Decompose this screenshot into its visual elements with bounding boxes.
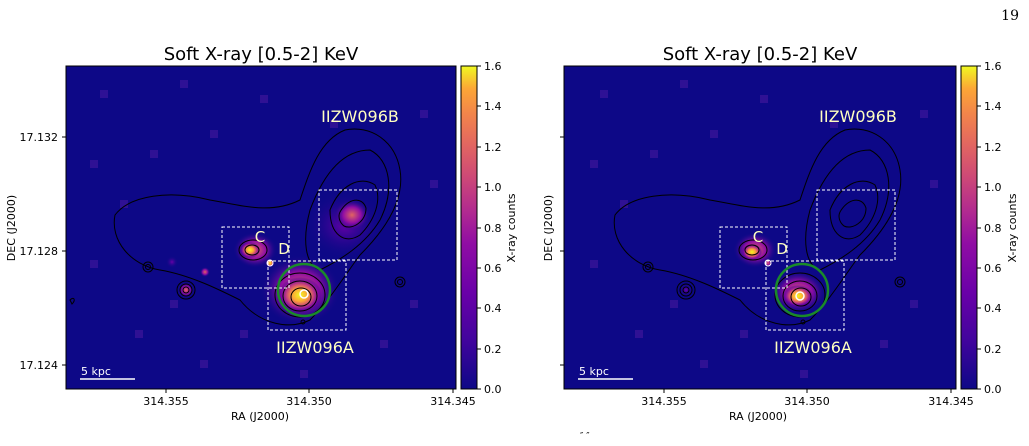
x-axis-label: RA (J2000): [231, 410, 289, 423]
label-iizw096a: IIZW096A: [276, 338, 354, 357]
colorbar-tick: 1.6: [484, 60, 502, 73]
scalebar-label: 5 kpc: [579, 365, 609, 378]
colorbar-label: X-ray counts: [1006, 193, 1019, 262]
scalebar-label: 5 kpc: [81, 365, 111, 378]
label-c: C: [753, 228, 763, 246]
label-iizw096a: IIZW096A: [774, 338, 852, 357]
label-c: C: [255, 228, 265, 246]
colorbar-tick: 0.2: [484, 343, 502, 356]
colorbar-tick: 1.2: [984, 141, 1002, 154]
nucleus-circle: [774, 262, 830, 318]
x-axis-label: RA (J2000): [729, 410, 787, 423]
colorbar-tick: 0.0: [484, 383, 502, 396]
nucleus-marker: [795, 291, 805, 301]
colorbar-tick: 1.6: [984, 60, 1002, 73]
colorbar: 0.0 0.2 0.4 0.6 0.8 1.0 1.2 1.4 1.6 X-ra…: [960, 60, 1019, 396]
y-axis: DEC (J2000): [542, 136, 564, 366]
y-axis-label: DEC (J2000): [5, 195, 18, 261]
y-tick-label: 17.124: [20, 359, 59, 372]
colorbar-label: X-ray counts: [505, 193, 518, 262]
y-axis-label: DEC (J2000): [542, 195, 555, 261]
source-d-marker: [764, 259, 772, 267]
label-d: D: [278, 240, 290, 258]
x-tick-label: 314.355: [143, 395, 189, 408]
x-tick-label: 314.345: [928, 395, 974, 408]
plot-frame: [563, 65, 957, 390]
page-number: 19: [1001, 8, 1019, 24]
colorbar-tick: 1.0: [484, 181, 502, 194]
colorbar-tick: 1.0: [984, 181, 1002, 194]
colorbar-tick: 0.2: [984, 343, 1002, 356]
x-tick-label: 314.350: [286, 395, 332, 408]
x-axis: 314.355 314.350 314.345 RA (J2000): [143, 389, 476, 423]
colorbar: 0.0 0.2 0.4 0.6 0.8 1.0 1.2 1.4 1.6 X-ra…: [460, 60, 518, 396]
x-tick-label: 314.345: [430, 395, 476, 408]
radio-contours: [613, 128, 906, 326]
x-tick-label: 314.350: [784, 395, 830, 408]
source-d-marker: [266, 259, 274, 267]
label-iizw096b: IIZW096B: [819, 107, 897, 126]
colorbar-tick: 1.2: [484, 141, 502, 154]
plot-frame: [65, 65, 457, 390]
label-d: D: [776, 240, 788, 258]
colorbar-tick: 0.4: [484, 302, 502, 315]
colorbar-tick: 0.8: [984, 222, 1002, 235]
radio-contours: [69, 128, 406, 326]
y-tick-label: 17.128: [20, 245, 59, 258]
panel-title: Soft X-ray [0.5-2] KeV: [164, 44, 359, 65]
colorbar-tick: 0.4: [984, 302, 1002, 315]
y-tick-label: 17.132: [20, 131, 59, 144]
nucleus-marker: [299, 289, 309, 299]
heatmap-image: [66, 66, 456, 389]
figure-panel-right: Soft X-ray [0.5-2] KeV: [542, 44, 1019, 423]
nucleus-circle: [276, 262, 332, 318]
colorbar-tick: 1.4: [984, 100, 1002, 113]
colorbar-tick: 0.6: [984, 262, 1002, 275]
colorbar-tick: 0.6: [484, 262, 502, 275]
panel-title: Soft X-ray [0.5-2] KeV: [663, 44, 858, 65]
region-boxes: [719, 189, 896, 331]
y-axis: 17.132 17.128 17.124 DEC (J2000): [5, 131, 66, 372]
x-axis: 314.355 314.350 314.345 RA (J2000): [641, 389, 974, 423]
colorbar-tick: 0.0: [984, 383, 1002, 396]
colorbar-tick: 1.4: [484, 100, 502, 113]
caption-fragment: ″ ″: [580, 432, 590, 442]
colorbar-tick: 0.8: [484, 222, 502, 235]
label-iizw096b: IIZW096B: [321, 107, 399, 126]
region-boxes: [221, 189, 398, 331]
figure-panel-left: Soft X-ray [0.5-2] KeV: [5, 44, 518, 423]
x-tick-label: 314.355: [641, 395, 687, 408]
